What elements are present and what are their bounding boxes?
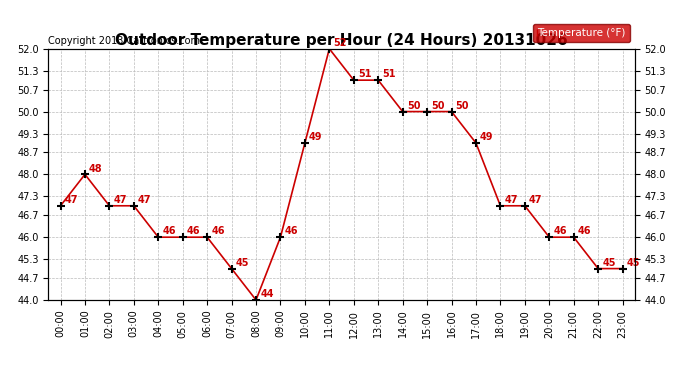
Text: 46: 46 [553,226,567,236]
Title: Outdoor Temperature per Hour (24 Hours) 20131026: Outdoor Temperature per Hour (24 Hours) … [115,33,568,48]
Text: 47: 47 [114,195,127,205]
Text: 47: 47 [529,195,542,205]
Text: 47: 47 [65,195,78,205]
Text: 50: 50 [455,101,469,111]
Text: 51: 51 [358,69,371,80]
Text: 50: 50 [407,101,420,111]
Text: 45: 45 [627,258,640,268]
Legend: Temperature (°F): Temperature (°F) [533,24,629,42]
Text: 45: 45 [236,258,249,268]
Text: 51: 51 [382,69,396,80]
Text: 44: 44 [260,289,274,299]
Text: 49: 49 [480,132,493,142]
Text: 47: 47 [138,195,152,205]
Text: 46: 46 [284,226,298,236]
Text: Copyright 2013 Cartronics.com: Copyright 2013 Cartronics.com [48,36,200,46]
Text: 46: 46 [578,226,591,236]
Text: 52: 52 [333,38,347,48]
Text: 47: 47 [504,195,518,205]
Text: 50: 50 [431,101,445,111]
Text: 46: 46 [162,226,176,236]
Text: 46: 46 [187,226,200,236]
Text: 49: 49 [309,132,322,142]
Text: 46: 46 [211,226,225,236]
Text: 48: 48 [89,164,103,174]
Text: 45: 45 [602,258,615,268]
